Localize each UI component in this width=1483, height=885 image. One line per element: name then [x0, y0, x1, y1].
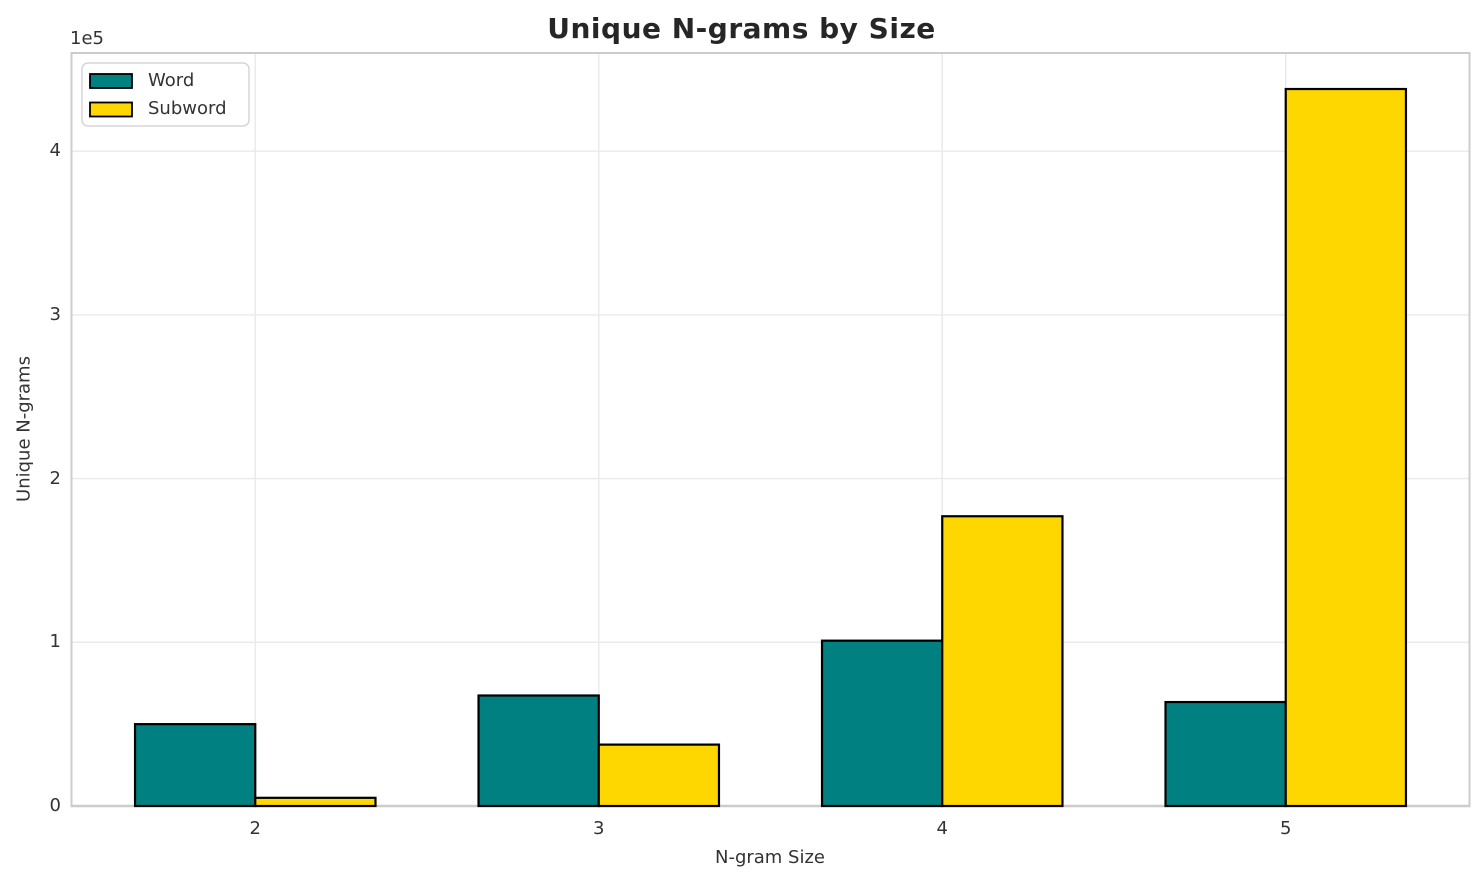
bar-subword-n5	[1284, 87, 1408, 808]
y-tick-label-2: 2	[49, 467, 61, 489]
bar-word-n5	[1164, 700, 1287, 808]
y-axis-offset-label: 1e5	[70, 28, 104, 49]
y-tick-label-4: 4	[49, 140, 61, 162]
legend-label-word: Word	[148, 70, 195, 91]
x-tick-label-5: 5	[1279, 818, 1292, 839]
x-tick-label-2: 2	[249, 818, 261, 839]
y-tick-label-0: 0	[49, 795, 61, 816]
bar-word-n4	[820, 639, 944, 808]
legend-label-subword: Subword	[148, 98, 227, 119]
legend-swatch-word	[89, 73, 133, 89]
bar-word-n3	[477, 694, 600, 808]
bar-subword-n2	[254, 796, 377, 808]
y-tick-label-1: 1	[49, 631, 61, 653]
bar-subword-n4	[941, 515, 1064, 808]
chart-title: Unique N-grams by Size	[547, 12, 936, 45]
x-axis-label: N-gram Size	[714, 847, 826, 868]
y-tick-label-3: 3	[49, 303, 61, 325]
bar-subword-n3	[597, 743, 721, 808]
bar-word-n2	[133, 723, 257, 808]
legend-swatch-subword	[89, 101, 133, 118]
x-tick-label-4: 4	[936, 818, 948, 839]
x-tick-label-3: 3	[593, 818, 605, 839]
